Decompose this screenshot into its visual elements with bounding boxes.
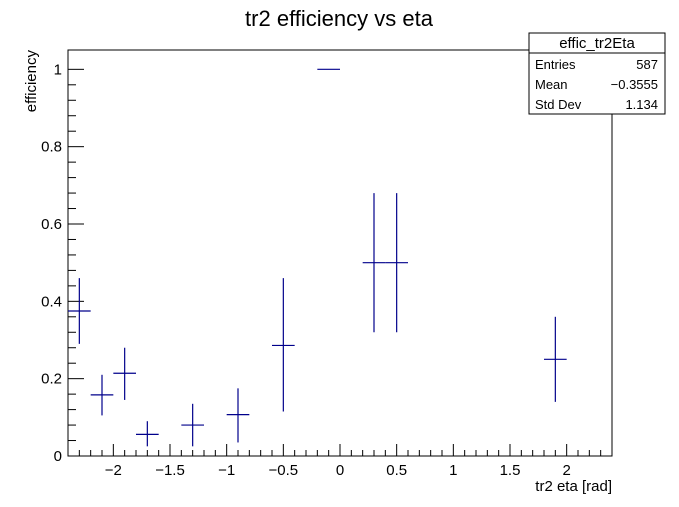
y-tick-label: 0.6	[41, 216, 62, 233]
stats-entries-value: 587	[636, 57, 658, 72]
stats-stddev-value: 1.134	[625, 97, 658, 112]
x-tick-label: 1.5	[500, 462, 521, 479]
x-tick-label: −0.5	[269, 462, 299, 479]
stats-stddev-label: Std Dev	[535, 97, 582, 112]
x-tick-label: −1	[218, 462, 235, 479]
stats-box: effic_tr2Eta Entries 587 Mean −0.3555 St…	[528, 32, 666, 115]
data-point	[272, 278, 295, 412]
x-tick-label: 0	[336, 462, 344, 479]
x-tick-label: 0.5	[386, 462, 407, 479]
data-point	[136, 421, 159, 447]
data-point	[385, 193, 408, 333]
stats-mean-value: −0.3555	[611, 77, 658, 92]
x-axis-title: tr2 eta [rad]	[535, 478, 612, 495]
y-tick-label: 1	[54, 61, 62, 78]
data-point	[362, 193, 386, 333]
chart-title: tr2 efficiency vs eta	[245, 6, 434, 31]
y-tick-label: 0.2	[41, 371, 62, 388]
y-tick-label: 0.4	[41, 293, 62, 310]
stats-mean-label: Mean	[535, 77, 568, 92]
data-point	[68, 278, 91, 344]
data-point	[181, 403, 204, 447]
x-tick-label: −2	[105, 462, 122, 479]
y-axis-title: efficiency	[23, 50, 40, 113]
data-point	[544, 316, 567, 402]
data-points	[68, 68, 567, 447]
stats-box-name: effic_tr2Eta	[559, 35, 635, 52]
data-point	[226, 388, 250, 443]
y-tick-label: 0	[54, 448, 62, 465]
data-point	[113, 347, 136, 400]
x-tick-label: 2	[562, 462, 570, 479]
x-tick-label: −1.5	[155, 462, 185, 479]
y-axis: 0 0.2 0.4 0.6 0.8 1	[41, 61, 84, 465]
x-axis: −2 −1.5 −1 −0.5 0 0.5 1 1.5 2	[67, 444, 613, 479]
x-tick-label: 1	[449, 462, 457, 479]
y-tick-label: 0.8	[41, 139, 62, 156]
stats-box-frame	[528, 32, 666, 115]
stats-entries-label: Entries	[535, 57, 576, 72]
data-point	[90, 374, 114, 416]
